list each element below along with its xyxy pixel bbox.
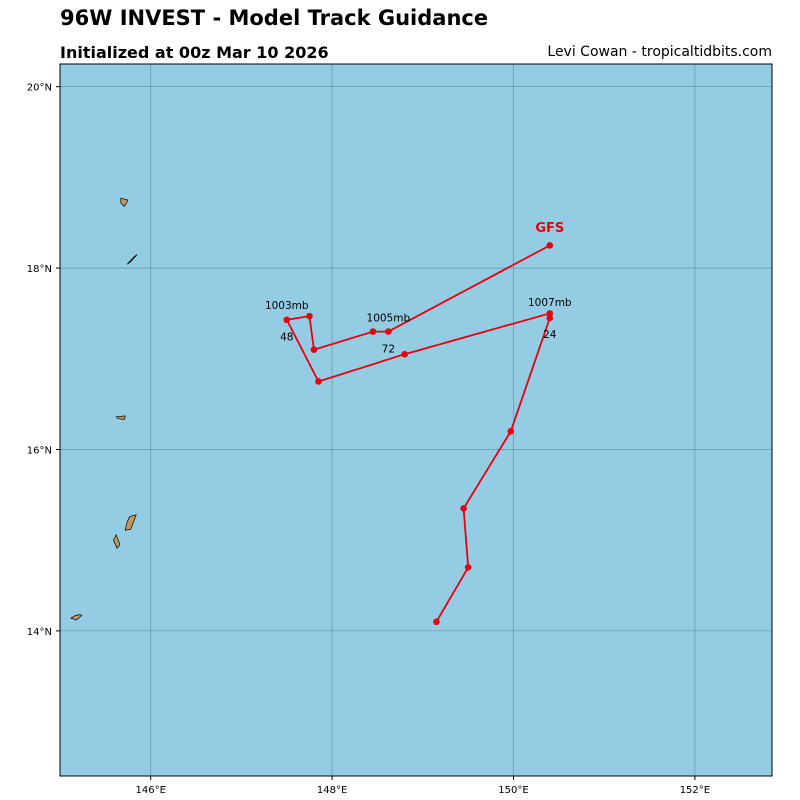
island-shape [126,254,138,265]
lon-tick-label: 152°E [680,785,710,796]
track-point [315,378,322,385]
track-point [306,312,313,320]
track-point [310,346,318,354]
lon-tick-label: 148°E [317,785,347,796]
track-annotation: 1007mb [528,297,572,309]
track-annotation: 1005mb [367,313,411,325]
track-point [369,328,377,335]
track-line-gfs [285,244,551,623]
island-shape [120,197,129,207]
island-shape [115,415,126,420]
map-frame [59,63,773,777]
island-shape [70,614,83,621]
track-annotation: 1003mb [265,300,309,312]
lat-tick-label: 14°N [27,627,52,638]
island-shape [124,514,137,531]
model-label-gfs: GFS [535,221,564,236]
track-annotation: 24 [543,329,557,341]
lon-tick-label: 146°E [135,785,165,796]
island-shape [113,533,121,549]
track-point [507,428,515,435]
lon-tick-label: 150°E [498,785,528,796]
map-title: 96W INVEST - Model Track Guidance [60,6,489,30]
track-point [385,328,392,335]
track-point [401,350,408,358]
track-point [433,618,440,626]
track-point [460,505,467,512]
track-point [546,310,554,317]
track-point [464,564,472,571]
ocean-background [60,64,772,776]
track-point [283,316,291,324]
credit-text: Levi Cowan - tropicaltidbits.com [547,44,772,60]
track-annotation: 72 [382,343,395,355]
lat-tick-label: 20°N [27,83,52,94]
lat-tick-label: 18°N [27,264,52,275]
track-point [546,242,554,249]
lat-tick-label: 16°N [27,445,52,456]
track-annotation: 48 [280,332,293,344]
track-point [546,314,554,322]
map-subtitle: Initialized at 00z Mar 10 2026 [60,43,329,62]
